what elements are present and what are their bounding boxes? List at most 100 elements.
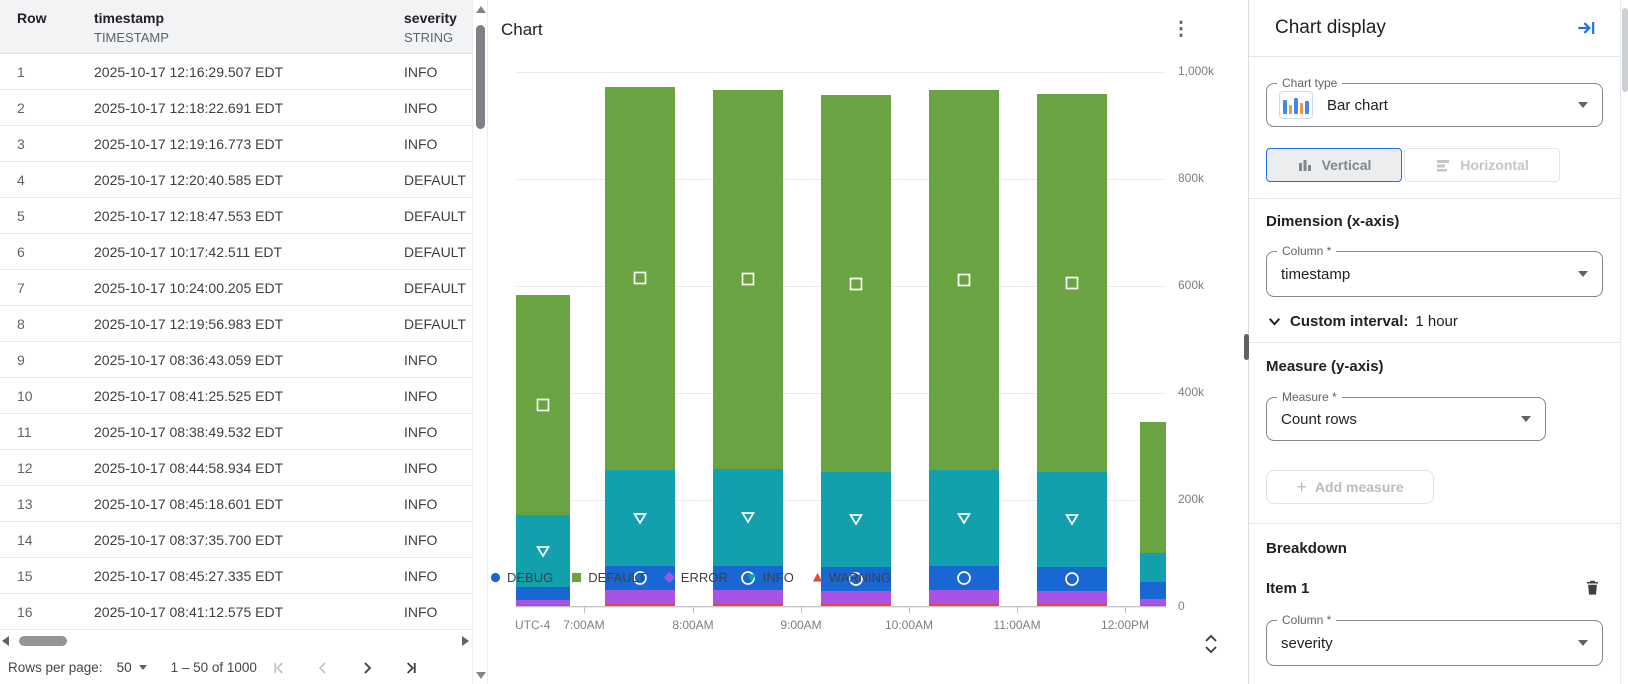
y-axis-label: 600k [1178, 278, 1205, 292]
rows-per-page-select[interactable]: 50 [117, 660, 147, 675]
vertical-button[interactable]: Vertical [1266, 148, 1402, 182]
table-row: 10 2025-10-17 08:41:25.525 EDT INFO [0, 378, 472, 414]
table-row: 13 2025-10-17 08:45:18.601 EDT INFO [0, 486, 472, 522]
y-axis-label: 400k [1178, 385, 1205, 399]
next-page-button[interactable] [357, 658, 377, 678]
x-axis-label: 7:00AM [563, 618, 605, 632]
h-scrollbar-track[interactable] [13, 635, 458, 647]
chart-type-value: Bar chart [1327, 96, 1388, 114]
breakdown-column-value: severity [1281, 634, 1333, 652]
x-axis-tick [1125, 607, 1126, 613]
expand-chart-icon[interactable] [1200, 632, 1224, 658]
bar-segment-default [1140, 421, 1166, 554]
dimension-column-select[interactable]: Column * timestamp [1266, 244, 1603, 297]
bar-segment-debug [1037, 567, 1107, 591]
bar-segment-info [1037, 471, 1107, 568]
stacked-bar [713, 89, 783, 606]
breakdown-column-select[interactable]: Column * severity [1266, 613, 1603, 666]
column-header-timestamp: timestamp TIMESTAMP [94, 10, 169, 45]
legend-label: INFO [762, 570, 794, 585]
circle-marker-icon [849, 571, 863, 586]
panel-resize-handle[interactable] [1244, 334, 1249, 360]
first-page-button[interactable] [269, 658, 289, 678]
table-row: 4 2025-10-17 12:20:40.585 EDT DEFAULT [0, 162, 472, 198]
severity-cell: DEFAULT [404, 171, 466, 188]
table-row: 1 2025-10-17 12:16:29.507 EDT INFO [0, 54, 472, 90]
stacked-bar [929, 89, 999, 606]
horizontal-scrollbar[interactable] [0, 633, 472, 649]
circle-marker-icon [633, 571, 647, 585]
square-legend-icon [572, 572, 582, 583]
stacked-bar [821, 95, 891, 606]
timestamp-cell: 2025-10-17 08:36:43.059 EDT [94, 351, 284, 368]
bar-segment-info [605, 469, 675, 566]
row-number-cell: 2 [17, 99, 25, 116]
legend-item: DEFAULT [571, 570, 646, 585]
table-row: 14 2025-10-17 08:37:35.700 EDT INFO [0, 522, 472, 558]
bar-segment-error [605, 590, 675, 604]
vertical-scrollbar[interactable] [472, 0, 488, 684]
column-header-severity: severity STRING [404, 10, 457, 45]
dropdown-caret-icon [138, 665, 147, 670]
table-row: 3 2025-10-17 12:19:16.773 EDT INFO [0, 126, 472, 162]
measure-select[interactable]: Measure * Count rows [1266, 390, 1546, 441]
measure-heading: Measure (y-axis) [1266, 358, 1384, 375]
v-scrollbar-thumb[interactable] [476, 25, 485, 129]
add-measure-button[interactable]: + Add measure [1266, 470, 1434, 504]
scroll-left-icon[interactable] [2, 636, 9, 646]
bar-segment-warning [821, 603, 891, 606]
delete-breakdown-icon[interactable] [1583, 577, 1603, 599]
row-number-cell: 10 [17, 387, 33, 404]
circle-marker-icon [741, 571, 755, 585]
scroll-right-icon[interactable] [462, 636, 469, 646]
legend-item: DEBUG [490, 570, 553, 585]
breakdown-item-row: Item 1 [1266, 577, 1603, 599]
chart-title: Chart [501, 20, 543, 39]
legend-label: WARNING [828, 570, 892, 585]
bar-segment-default [821, 95, 891, 472]
timestamp-cell: 2025-10-17 12:18:47.553 EDT [94, 207, 284, 224]
page-scrollbar[interactable] [1620, 0, 1628, 684]
scroll-down-icon[interactable] [476, 672, 486, 679]
severity-cell: DEFAULT [404, 279, 466, 296]
rows-per-page-label: Rows per page: [8, 660, 103, 675]
severity-cell: INFO [404, 531, 438, 548]
prev-page-button[interactable] [313, 658, 333, 678]
h-scrollbar-thumb[interactable] [19, 636, 67, 646]
chart-menu-kebab-icon[interactable]: ⋮ [1171, 19, 1191, 40]
chart-type-select[interactable]: Chart type Bar chart [1266, 76, 1603, 127]
results-table-panel: Row timestamp TIMESTAMP severity STRING … [0, 0, 472, 684]
scroll-up-icon[interactable] [476, 6, 486, 13]
bar-chart-icon [1279, 91, 1313, 119]
bar-segment-debug [929, 565, 999, 591]
stacked-bar [516, 295, 570, 606]
stacked-bar [1140, 421, 1166, 606]
page-scrollbar-thumb[interactable] [1622, 8, 1628, 92]
square-marker-icon [957, 273, 971, 287]
dimension-column-value: timestamp [1281, 265, 1351, 283]
legend-item: INFO [746, 570, 794, 585]
bar-segment-debug [516, 586, 570, 601]
y-axis-label: 0 [1178, 599, 1185, 613]
triangle-down-marker-icon [956, 512, 972, 525]
pagination-bar: Rows per page: 50 1 – 50 of 1000 [0, 651, 472, 684]
collapse-panel-icon[interactable] [1575, 17, 1597, 39]
y-axis-label: 1,000k [1178, 64, 1215, 78]
triangle-down-marker-icon [535, 545, 551, 558]
row-number-cell: 5 [17, 207, 25, 224]
last-page-button[interactable] [401, 658, 421, 678]
bar-segment-error [821, 590, 891, 604]
timestamp-cell: 2025-10-17 10:24:00.205 EDT [94, 279, 284, 296]
custom-interval-toggle[interactable]: Custom interval: 1 hour [1266, 313, 1603, 330]
chart-legend: DEBUG DEFAULT ERROR INFO WARNING [490, 570, 891, 585]
square-marker-icon [741, 272, 755, 286]
x-axis-label: 11:00AM [993, 618, 1041, 632]
circle-marker-icon [1065, 571, 1079, 586]
horizontal-button[interactable]: Horizontal [1404, 148, 1560, 182]
square-marker-icon [849, 277, 863, 290]
bar-segment-debug [605, 565, 675, 591]
bar-segment-error [929, 590, 999, 604]
bar-segment-info [713, 468, 783, 566]
square-marker-icon [633, 272, 647, 285]
